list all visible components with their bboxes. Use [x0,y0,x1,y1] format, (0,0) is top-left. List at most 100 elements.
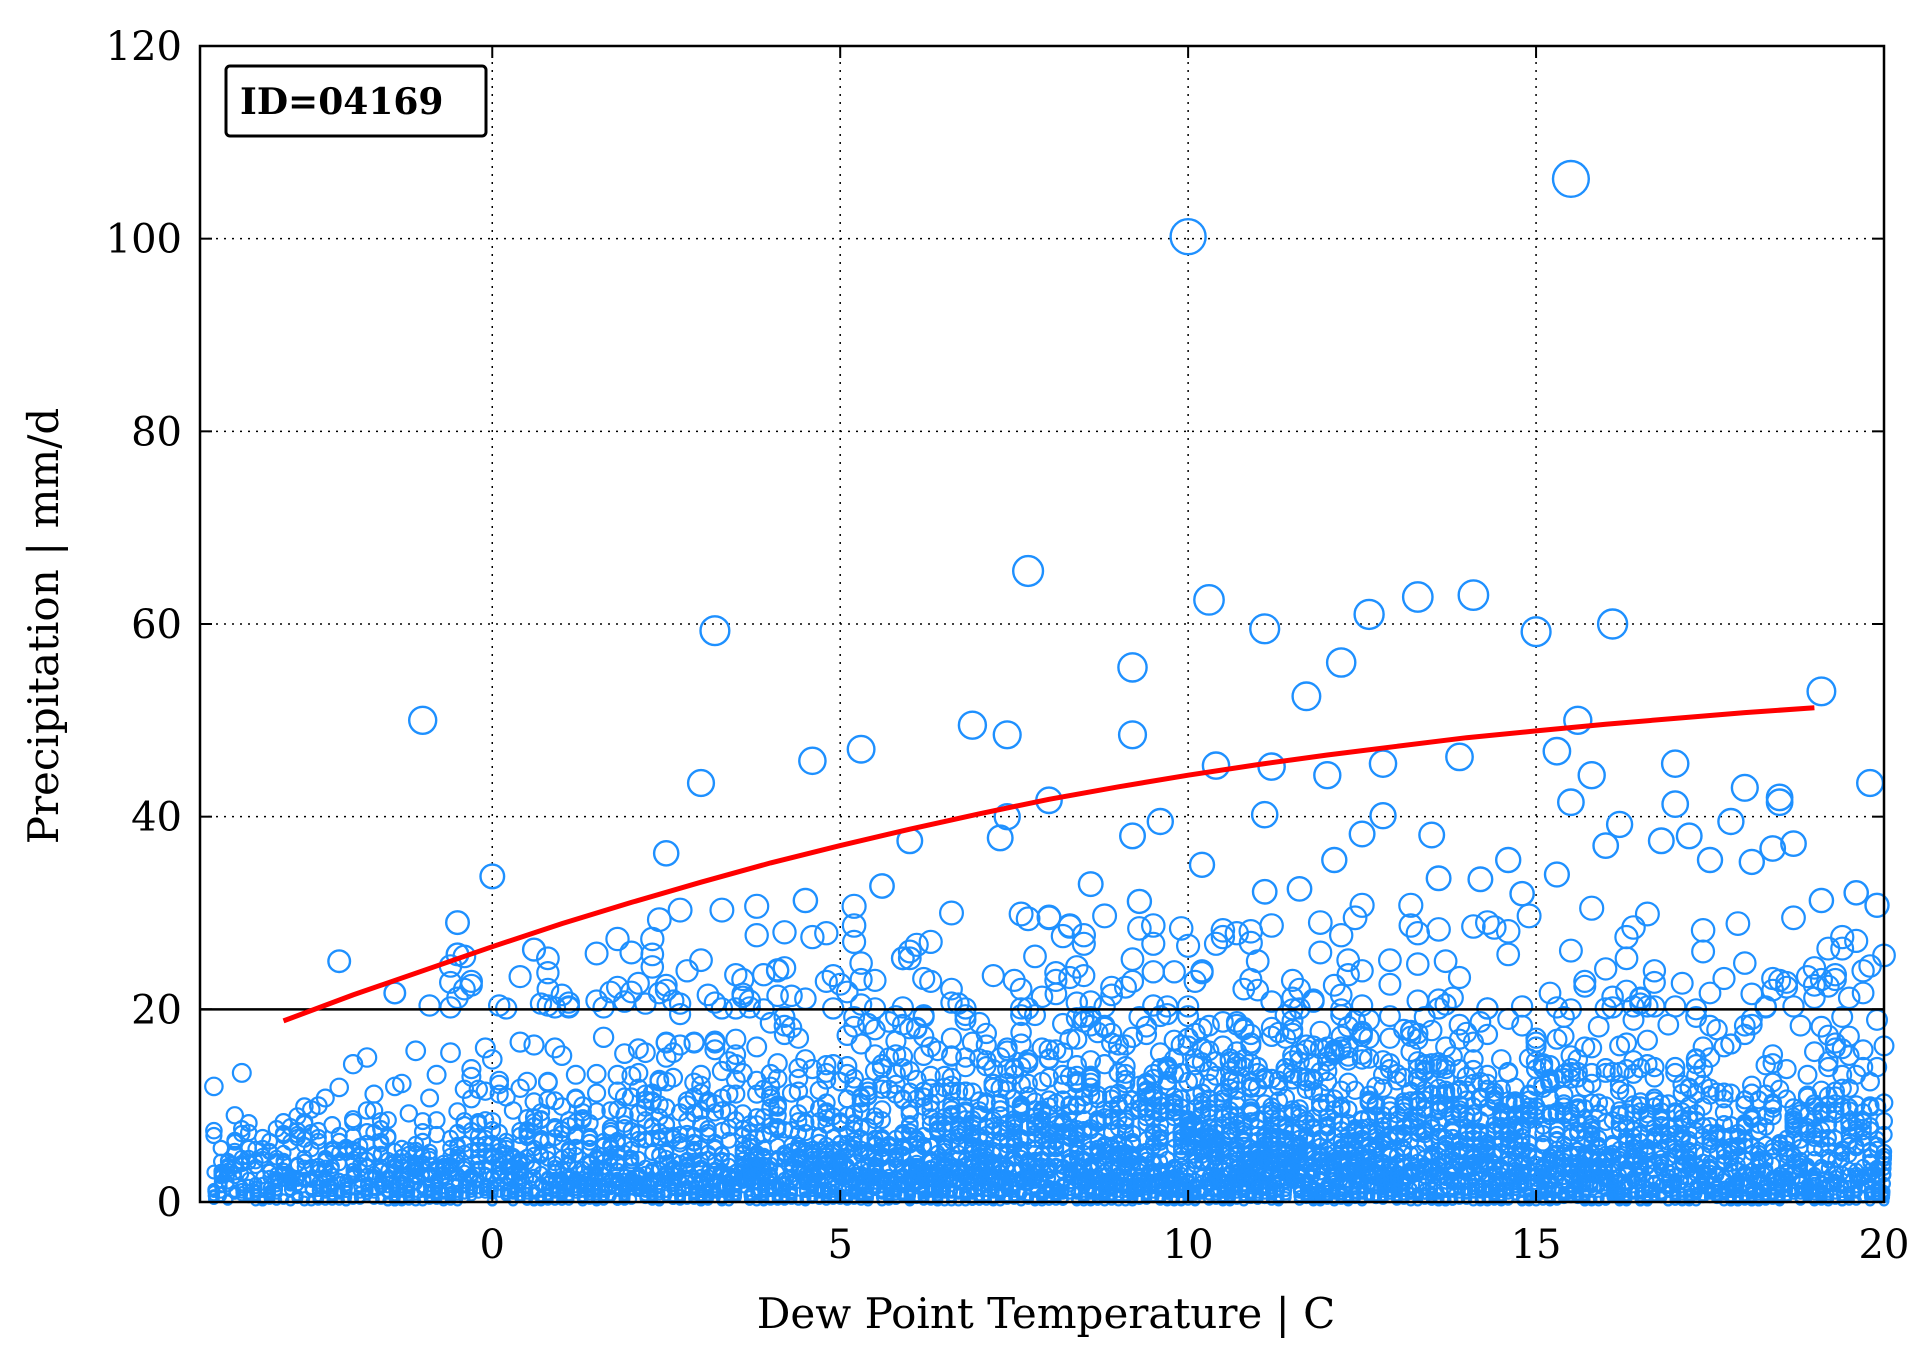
scatter-point [663,1067,684,1088]
scatter-point [920,1065,941,1086]
scatter-point [1632,1159,1649,1176]
scatter-point [746,1036,768,1058]
scatter-point [503,1101,523,1120]
scatter-point [652,1188,666,1201]
scatter-point [812,1182,826,1197]
scatter-point [1439,1193,1452,1205]
scatter-point [871,1057,893,1079]
scatter-point [1170,1034,1192,1056]
scatter-point [768,1120,787,1138]
scatter-point [1476,1023,1499,1046]
scatter-point [474,1037,496,1059]
scatter-point [227,1169,243,1185]
scatter-point [614,1087,635,1107]
scatter-point [394,1176,409,1191]
scatter-point [844,1068,864,1089]
scatter-point [1797,1064,1818,1085]
scatter-point [607,1064,628,1085]
scatter-point [610,1171,625,1187]
scatter-point [1769,1079,1790,1100]
scatter-point [1372,1064,1393,1085]
scatter-point [1463,1059,1484,1081]
scatter-point [1675,1175,1690,1190]
scatter-point [1292,1172,1307,1187]
scatter-point [850,1033,872,1055]
scatter-point [852,1119,870,1137]
scatter-point [1623,1063,1644,1084]
scatter-point [1108,1062,1129,1083]
scatter-point [872,1100,892,1119]
scatter-point [1358,1027,1380,1049]
scatter-point [623,1153,640,1170]
scatter-point [802,1058,823,1080]
scatter-point [1177,1035,1199,1057]
scatter-point [1648,1189,1661,1202]
scatter-point [631,1174,646,1189]
scatter-point [1278,1183,1293,1198]
scatter-point [649,1071,670,1092]
scatter-point [704,1039,726,1061]
scatter-point [1079,1014,1102,1037]
scatter-point [1115,1055,1136,1077]
scatter-point [1121,1026,1144,1049]
scatter-point [1194,1168,1210,1184]
scatter-point [1355,1179,1369,1194]
scatter-point [1038,1039,1060,1061]
scatter-point [1007,1172,1022,1187]
scatter-point [1477,1064,1498,1085]
scatter-point [1750,1150,1767,1167]
scatter-point [318,1180,333,1195]
scatter-point [1692,1036,1714,1058]
scatter-point [1205,1065,1226,1086]
scatter-point [1010,1004,1033,1027]
scatter-point [205,1121,223,1140]
scatter-point [559,1111,578,1130]
scatter-point [975,1022,998,1045]
scatter-point [1173,1162,1189,1178]
scatter-point [1379,1053,1401,1074]
scatter-point [1004,1064,1025,1085]
scatter-point [1432,1193,1445,1205]
scatter-point [565,1064,586,1085]
scatter-point [1295,1034,1318,1056]
scatter-point [1123,1124,1142,1143]
scatter-point [1758,1179,1773,1194]
scatter-point [592,1026,615,1049]
scatter-point [669,1034,691,1056]
scatter-point [1469,1011,1492,1033]
scatter-point [1733,1014,1756,1037]
scatter-point [931,1193,944,1205]
scatter-point [1171,1089,1191,1109]
scatter-point [1281,1009,1304,1032]
scatter-point [1640,1173,1655,1188]
scatter-point [239,1113,258,1132]
scatter-point [357,1101,377,1120]
scatter-point [401,1180,416,1195]
scatter-point [1174,1172,1189,1187]
scatter-point [1086,1021,1109,1044]
scatter-point [726,1084,746,1104]
points-layer [204,159,1896,1207]
scatter-point [628,1062,649,1083]
scatter-point [1345,1080,1365,1101]
scatter-point [1581,1062,1602,1083]
scatter-point [329,1077,349,1098]
scatter-point [872,1079,892,1100]
scatter-point [1227,1090,1247,1110]
scatter-point [948,1081,969,1101]
scatter-point [1442,1046,1463,1067]
scatter-point [787,1027,810,1049]
scatter-point [872,1111,891,1130]
scatter-point [1017,1052,1039,1073]
scatter-point [1664,1056,1686,1078]
scatter-point [1411,1179,1425,1194]
scatter-point [368,1193,380,1205]
scatter-point [541,1188,555,1201]
scatter-point [773,1023,796,1046]
scatter-point [1448,1013,1471,1036]
scatter-point [416,1181,430,1196]
scatter-point [402,1189,415,1202]
scatter-point [1057,1194,1069,1206]
scatter-point [1776,1058,1797,1080]
scatter-point [638,1174,653,1189]
